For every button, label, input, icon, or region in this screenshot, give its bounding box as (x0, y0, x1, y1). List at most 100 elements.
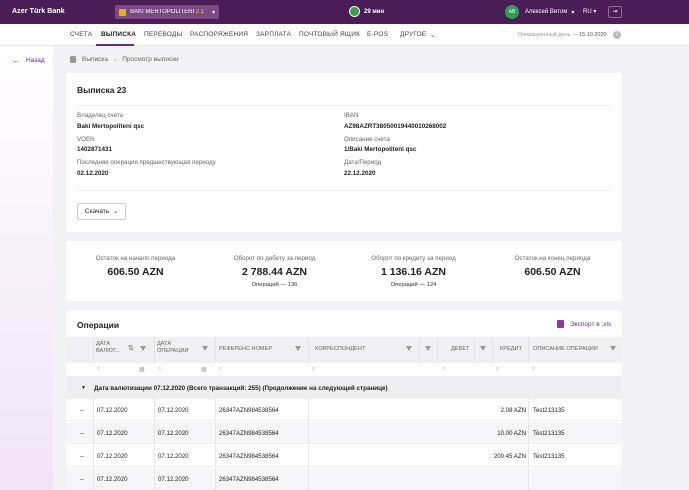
filter-icon[interactable] (202, 346, 208, 351)
search-icon[interactable]: ⌕ (97, 366, 101, 372)
account-selector[interactable]: BAKI MERTOPOLITENI 2.1 ▾ (115, 5, 219, 19)
filter-icon[interactable] (140, 346, 146, 351)
sort-icon[interactable]: ⇅ (128, 345, 134, 352)
group-row[interactable]: ▼ Дата валютизации 07.12.2020 (Всего тран… (66, 377, 622, 399)
col-description[interactable]: Описание операции (533, 346, 598, 352)
balance-ops: Операций — 136 (251, 282, 298, 288)
active-tab-indicator (96, 44, 134, 46)
table-row[interactable]: -- 07.12.2020 07.12.2020 26347AZN9845385… (66, 422, 622, 444)
filter-icon[interactable] (295, 346, 301, 351)
column-separator (154, 468, 155, 490)
nav-item-accounts[interactable]: СЧЕТА (70, 31, 93, 38)
cell-op-date: 07.12.2020 (158, 453, 189, 460)
balance-label: Остаток на начало периода (95, 255, 176, 262)
calendar-icon[interactable]: ▦ (201, 367, 207, 373)
back-button[interactable]: ← Назад (12, 56, 45, 65)
divider (77, 105, 611, 106)
calendar-icon[interactable]: ▦ (139, 367, 145, 373)
excel-icon (557, 320, 564, 328)
left-pane: ← Назад (0, 46, 53, 490)
filter-icon[interactable] (480, 346, 486, 351)
row-dash: -- (80, 407, 85, 414)
filter-icon[interactable] (610, 346, 616, 351)
col-credit[interactable]: Кредит (500, 346, 522, 352)
user-menu[interactable]: АВ Алексей Витом ▾ (505, 5, 574, 19)
desc-value: 1/Baki Mertopoliteni qsc (344, 146, 417, 153)
info-icon[interactable]: i (613, 31, 621, 39)
column-separator (93, 399, 94, 421)
lastop-value: 02.12.2020 (77, 170, 109, 177)
iban-label: IBAN (344, 112, 359, 119)
col-debit[interactable]: Дебет (451, 346, 470, 352)
breadcrumb-root[interactable]: Выписка (82, 56, 109, 63)
column-separator (215, 445, 216, 467)
table-row[interactable]: -- 07.12.2020 07.12.2020 26347AZN9845385… (66, 445, 622, 467)
cell-op-date: 07.12.2020 (158, 407, 189, 414)
chevron-right-icon: › (114, 56, 117, 63)
cell-value-date: 07.12.2020 (97, 430, 128, 437)
column-separator (93, 468, 94, 490)
filter-icon[interactable] (425, 346, 431, 351)
search-icon[interactable]: ⌕ (496, 366, 500, 372)
col-value-date[interactable]: Дата валют... (96, 341, 120, 355)
cell-value-date: 07.12.2020 (97, 407, 128, 414)
session-timer: 29 мин (349, 6, 384, 17)
nav-item-mailbox[interactable]: ПОЧТОВЫЙ ЯЩИК (299, 31, 361, 38)
table-row[interactable]: -- 07.12.2020 07.12.2020 26347AZN9845385… (66, 399, 622, 421)
nav-item-salary[interactable]: ЗАРПЛАТА (256, 31, 292, 38)
timer-icon (349, 6, 360, 17)
column-separator (492, 337, 493, 377)
filter-icon[interactable] (406, 346, 412, 351)
row-dash: -- (80, 453, 85, 460)
nav-item-orders[interactable]: РАСПОРЯЖЕНИЯ (190, 31, 249, 38)
user-chevron-icon: ▾ (571, 9, 575, 16)
statement-card: Выписка 23 Владелец счета Baki Mertopoli… (66, 73, 622, 232)
nav-item-transfers[interactable]: ПЕРЕВОДЫ (144, 31, 183, 38)
language-code: RU (583, 9, 592, 15)
chevron-down-icon: ▾ (211, 9, 215, 16)
export-xls-button[interactable]: Экспорт в .xls (557, 320, 611, 328)
account-code: 2.1 (194, 9, 205, 15)
balance-closing: Остаток на конец периода 606.50 AZN (483, 255, 622, 278)
nav-item-epos[interactable]: E-POS (367, 31, 389, 38)
language-selector[interactable]: RU ▾ (583, 8, 596, 15)
logout-button[interactable]: ⇥ (608, 6, 622, 18)
column-separator (93, 337, 94, 377)
column-separator (308, 337, 309, 377)
cell-ref: 26347AZN984538564 (219, 430, 279, 437)
iban-value: AZ98AZRT38050019440010268002 (344, 123, 447, 130)
user-name: Алексей Витом (525, 9, 568, 15)
nav-item-other[interactable]: ДРУГОЕ (400, 31, 427, 38)
operations-card: Операции Экспорт в .xls Дата валют... ⇅ Д… (66, 310, 622, 490)
balance-label: Оборот по кредиту за период (371, 255, 456, 262)
col-op-date[interactable]: Дата операции (157, 341, 188, 355)
col-ref[interactable]: Референс номер (219, 346, 273, 352)
cell-ref: 26347AZN984538564 (219, 407, 279, 414)
period-value: 22.12.2020 (344, 170, 376, 177)
cell-desc: Test213135 (533, 430, 565, 437)
col-correspondent[interactable]: Корреспондент (315, 346, 366, 352)
search-icon[interactable]: ⌕ (219, 366, 223, 372)
column-separator (215, 337, 216, 377)
download-button[interactable]: Скачать ⌄ (77, 203, 126, 220)
document-icon (70, 56, 76, 63)
search-icon[interactable]: ⌕ (532, 366, 536, 372)
search-icon[interactable]: ⌕ (158, 366, 162, 372)
search-icon[interactable]: ⌕ (442, 366, 446, 372)
avatar: АВ (505, 5, 519, 19)
nav-other-chevron-icon[interactable]: ⌄ (430, 32, 436, 39)
table-row[interactable]: -- 07.12.2020 07.12.2020 26347AZN9845385… (66, 468, 622, 490)
row-dash: -- (80, 476, 85, 483)
cell-value-date: 07.12.2020 (97, 476, 128, 483)
nav-item-statement[interactable]: ВЫПИСКА (101, 31, 137, 38)
voen-value: 1402871431 (77, 146, 113, 153)
column-separator (528, 337, 529, 377)
cell-ref: 26347AZN984538564 (219, 453, 279, 460)
language-chevron-icon: ▾ (593, 9, 597, 15)
filter-row: ⌕ ▦ ⌕ ▦ ⌕ ⌕ ⌕ ⌕ ⌕ (66, 363, 622, 377)
search-icon[interactable]: ⌕ (312, 366, 316, 372)
table-header: Дата валют... ⇅ Дата операции Референс ном… (66, 337, 622, 363)
timer-text: 29 мин (364, 8, 385, 15)
cell-credit: 2.08 AZN (500, 407, 526, 414)
column-separator (154, 422, 155, 444)
